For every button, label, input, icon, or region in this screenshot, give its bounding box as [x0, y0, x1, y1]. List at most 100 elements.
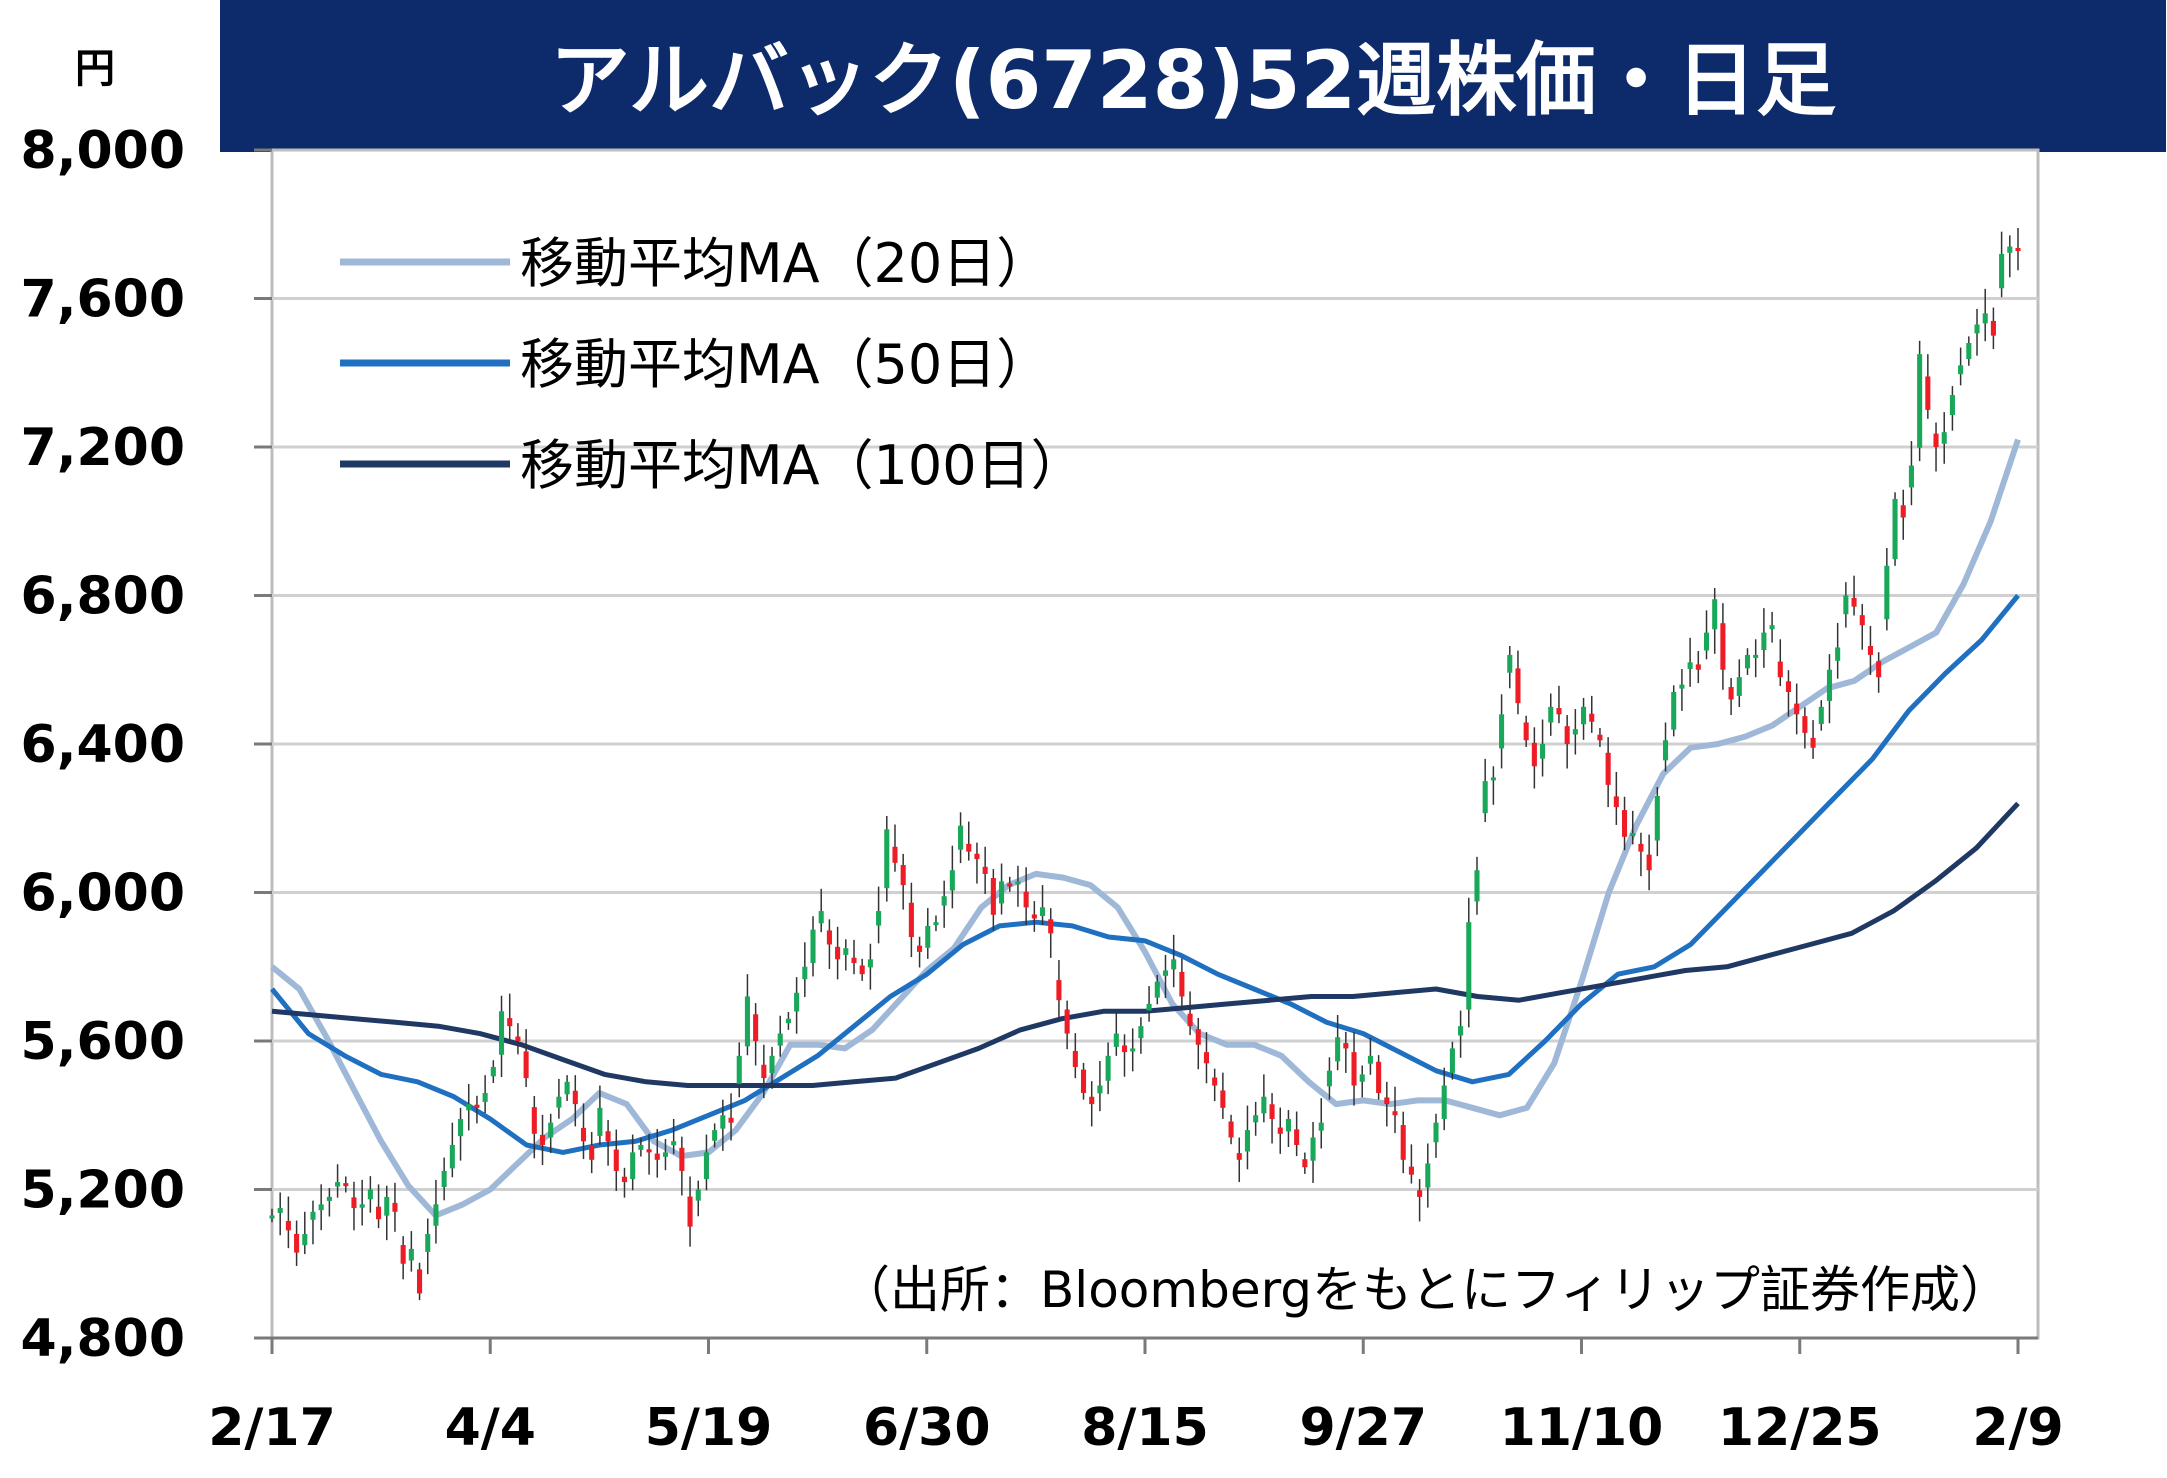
candle-body: [1958, 365, 1964, 375]
candle-body: [1277, 1127, 1283, 1134]
candle-body: [1154, 981, 1160, 998]
candle: [1179, 958, 1185, 1010]
candle-body: [564, 1081, 570, 1095]
candle-body: [310, 1211, 316, 1220]
candle-body: [1982, 313, 1988, 324]
candle-body: [1089, 1096, 1095, 1105]
candle-body: [720, 1115, 726, 1129]
candle-body: [1015, 881, 1021, 885]
candle-body: [1761, 632, 1767, 650]
candle: [277, 1192, 283, 1236]
candle-body: [646, 1149, 652, 1153]
candle: [1023, 867, 1029, 926]
candle-body: [1654, 795, 1660, 841]
candle: [1441, 1067, 1447, 1131]
candle-body: [1351, 1052, 1357, 1086]
y-tick-label: 6,800: [21, 567, 185, 627]
candle: [408, 1231, 414, 1272]
candle: [1064, 1000, 1070, 1050]
candle-body: [539, 1134, 546, 1145]
candle: [654, 1129, 660, 1178]
candle-body: [1441, 1085, 1447, 1119]
candle: [1712, 588, 1718, 654]
ma50-line: [270, 593, 2020, 1155]
candle-body: [1474, 870, 1480, 902]
x-tick-label: 12/25: [1718, 1398, 1882, 1458]
candle: [1277, 1107, 1283, 1154]
candle: [1392, 1086, 1398, 1134]
candle: [556, 1078, 562, 1119]
candle-body: [1597, 734, 1603, 741]
candle: [1515, 650, 1521, 715]
candle-body: [1507, 654, 1513, 673]
candle: [1851, 575, 1857, 616]
candle: [1097, 1061, 1103, 1112]
candle: [400, 1236, 406, 1280]
candle-body: [1212, 1077, 1218, 1086]
candle-body: [1605, 752, 1611, 785]
candle: [1662, 722, 1669, 772]
candle: [621, 1167, 628, 1198]
candle-body: [417, 1269, 423, 1294]
candle-body: [351, 1197, 357, 1209]
candle: [1835, 622, 1841, 679]
candle: [1376, 1055, 1382, 1100]
candle-body: [1720, 623, 1726, 670]
candle: [425, 1218, 431, 1275]
candle: [662, 1139, 669, 1171]
candle: [1384, 1081, 1390, 1127]
candle-body: [1007, 883, 1013, 887]
candle: [999, 863, 1005, 915]
candle-body: [802, 966, 808, 980]
candle: [703, 1134, 709, 1191]
candle: [531, 1095, 537, 1159]
candle-body: [876, 911, 882, 926]
candle-body: [1269, 1104, 1275, 1119]
x-tick-label: 2/9: [1972, 1398, 2063, 1458]
x-tick-label: 8/15: [1081, 1398, 1209, 1458]
candle: [1474, 856, 1480, 915]
candle-body: [1048, 919, 1054, 934]
candle: [1785, 670, 1792, 717]
candle: [1777, 639, 1783, 687]
candle-body: [958, 825, 964, 850]
candle-body: [777, 1033, 783, 1046]
candle-body: [572, 1090, 578, 1105]
candle-body: [400, 1245, 406, 1264]
candle-body: [1056, 980, 1062, 1001]
y-tick-label: 7,600: [21, 270, 185, 330]
candle: [785, 1012, 791, 1030]
candle: [1720, 603, 1726, 690]
candle: [851, 939, 857, 975]
candle: [1933, 422, 1939, 472]
candle: [1859, 604, 1865, 650]
candle: [1990, 307, 1996, 349]
candle-body: [1244, 1130, 1251, 1152]
candle-body: [1039, 907, 1046, 917]
candle: [441, 1157, 447, 1201]
candle: [1744, 648, 1751, 675]
candle-body: [1310, 1137, 1316, 1161]
candle: [1917, 340, 1923, 462]
candle-body: [1031, 914, 1037, 919]
candle-body: [1285, 1118, 1291, 1132]
y-tick-label: 6,000: [21, 864, 185, 924]
candle: [1753, 639, 1759, 678]
candle: [2015, 227, 2021, 271]
candle-body: [1253, 1115, 1259, 1123]
candle-body: [671, 1141, 677, 1146]
candle: [1048, 908, 1054, 958]
candle: [1326, 1057, 1332, 1100]
legend-label-ma100: 移動平均MA（100日）: [520, 434, 1085, 497]
candle: [1564, 715, 1570, 769]
candle-body: [1851, 597, 1857, 607]
candle-body: [1121, 1045, 1128, 1053]
candle: [326, 1188, 332, 1217]
candle-body: [1843, 595, 1849, 615]
candle: [1974, 308, 1980, 356]
candle-body: [835, 946, 841, 960]
candle: [638, 1138, 644, 1157]
y-tick-label: 5,200: [21, 1161, 185, 1221]
candle: [1966, 336, 1972, 366]
